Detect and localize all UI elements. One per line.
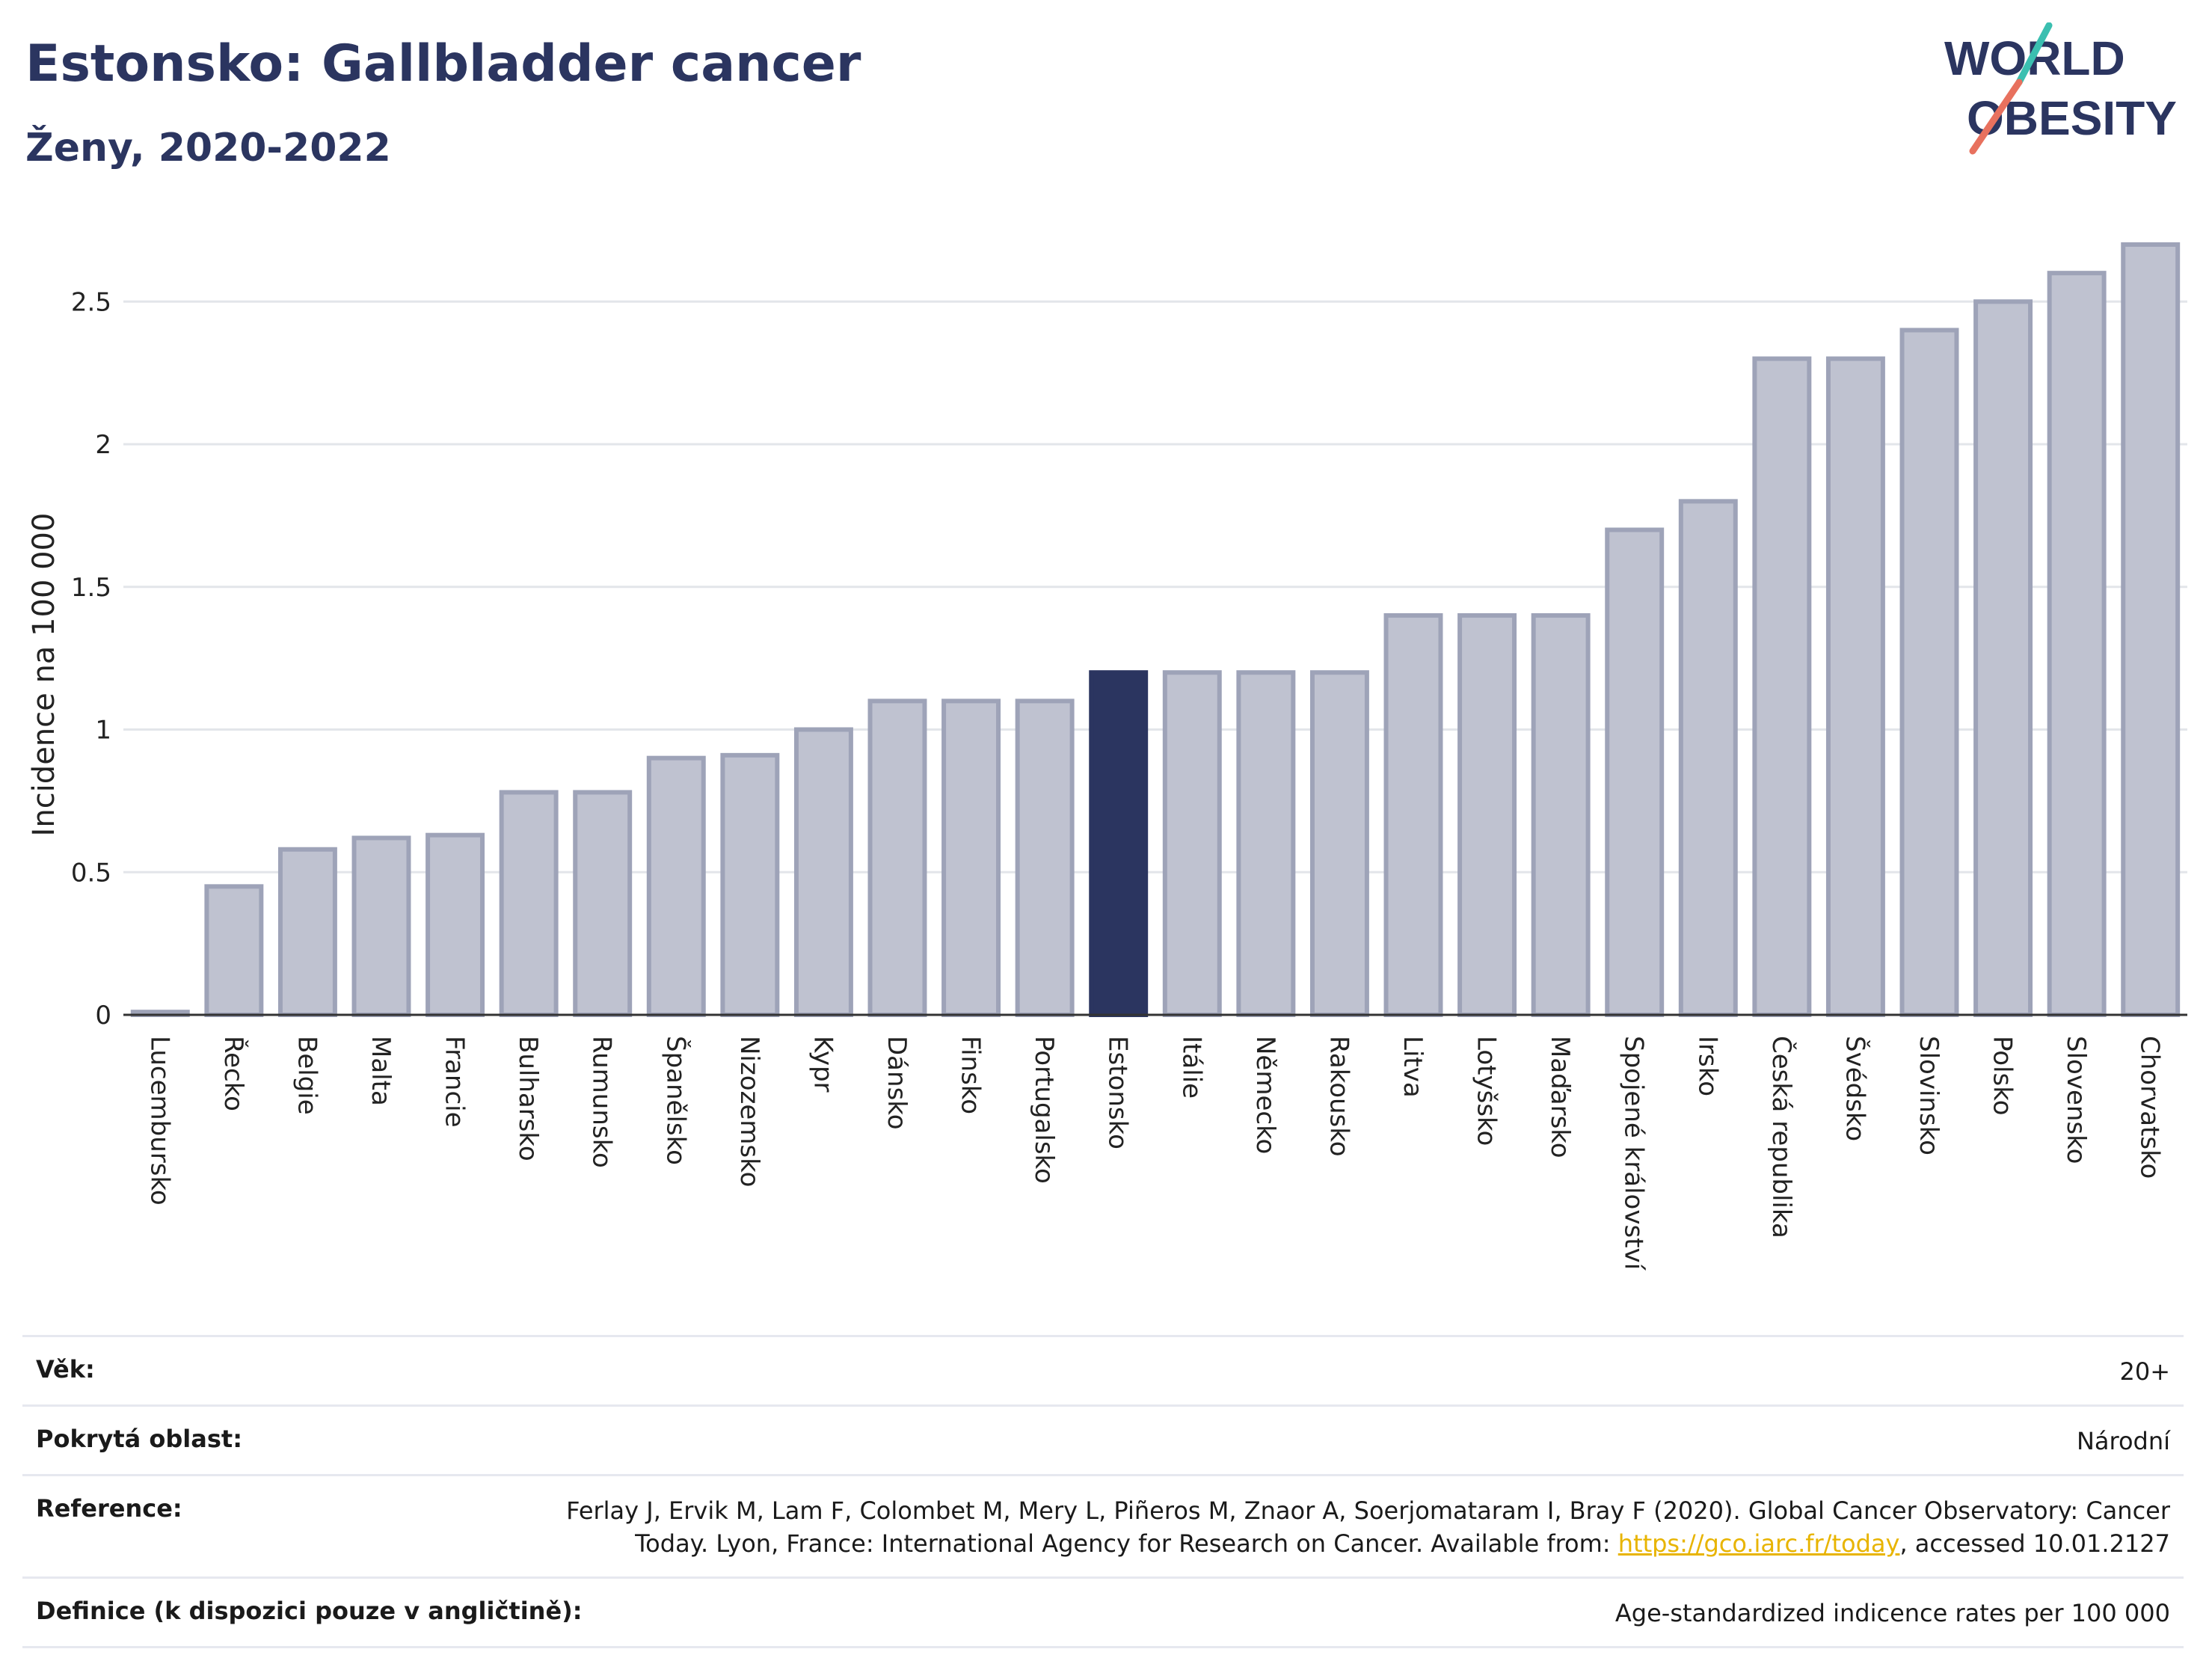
x-tick-label: Švédsko bbox=[1840, 1036, 1870, 1141]
x-tick-label: Slovensko bbox=[2061, 1036, 2091, 1164]
bar-malta bbox=[351, 835, 411, 1017]
reference-text-2: Today. Lyon, France: International Agenc… bbox=[635, 1529, 1618, 1558]
bar-irsko bbox=[1678, 499, 1738, 1017]
x-tick-label: Litva bbox=[1398, 1036, 1428, 1098]
x-tick-label: Kypr bbox=[808, 1036, 838, 1093]
bar-francie bbox=[425, 832, 485, 1017]
bar-itálie bbox=[1162, 670, 1222, 1017]
bar-slovensko bbox=[2047, 271, 2107, 1018]
x-tick-label: Španělsko bbox=[660, 1036, 691, 1165]
area-row: Pokrytá oblast: Národní bbox=[22, 1404, 2184, 1474]
x-tick-label: Finsko bbox=[956, 1036, 986, 1114]
bar-lotyšsko bbox=[1457, 612, 1517, 1017]
bar-litva bbox=[1383, 612, 1443, 1017]
bar-bulharsko bbox=[499, 790, 559, 1017]
y-tick-label: 2 bbox=[95, 430, 111, 460]
reference-text-3: , accessed 10.01.2127 bbox=[1899, 1529, 2170, 1558]
x-tick-label: Polsko bbox=[1988, 1036, 2018, 1116]
age-label: Věk: bbox=[36, 1355, 95, 1384]
metadata-table: Věk: 20+ Pokrytá oblast: Národní Referen… bbox=[22, 1335, 2184, 1648]
bar-finsko bbox=[941, 698, 1001, 1017]
bar-polsko bbox=[1973, 299, 2033, 1017]
x-tick-label: Dánsko bbox=[882, 1036, 912, 1130]
x-tick-label: Řecko bbox=[218, 1036, 249, 1111]
bar-belgie bbox=[277, 847, 337, 1017]
x-tick-label: Itálie bbox=[1176, 1036, 1206, 1099]
bar-německo bbox=[1236, 670, 1296, 1017]
x-tick-label: Německo bbox=[1250, 1036, 1280, 1154]
definition-label: Definice (k dispozici pouze v angličtině… bbox=[36, 1597, 583, 1625]
x-tick-label: Spojené království bbox=[1619, 1036, 1649, 1271]
y-tick-label: 2.5 bbox=[71, 287, 111, 317]
bar-spojené-království bbox=[1605, 527, 1665, 1017]
x-tick-label: Lotyšsko bbox=[1472, 1036, 1502, 1146]
bar-estonsko bbox=[1089, 670, 1149, 1017]
x-tick-label: Česká republika bbox=[1766, 1036, 1797, 1238]
x-tick-label: Rakousko bbox=[1324, 1036, 1354, 1157]
x-tick-label: Francie bbox=[440, 1036, 470, 1128]
x-tick-label: Slovinsko bbox=[1914, 1036, 1944, 1155]
x-tick-label: Bulharsko bbox=[513, 1036, 543, 1161]
age-row: Věk: 20+ bbox=[22, 1335, 2184, 1404]
reference-row: Reference: Ferlay J, Ervik M, Lam F, Col… bbox=[22, 1474, 2184, 1576]
reference-text-1: Ferlay J, Ervik M, Lam F, Colombet M, Me… bbox=[566, 1496, 2170, 1525]
bar-švédsko bbox=[1825, 356, 1885, 1017]
x-tick-label: Chorvatsko bbox=[2135, 1036, 2165, 1179]
x-tick-label: Belgie bbox=[292, 1036, 322, 1115]
reference-link[interactable]: https://gco.iarc.fr/today bbox=[1617, 1529, 1900, 1558]
x-tick-label: Malta bbox=[366, 1036, 396, 1106]
x-tick-label: Rumunsko bbox=[587, 1036, 617, 1168]
world-obesity-logo: WORLD OBESITY bbox=[1944, 22, 2177, 155]
y-tick-label: 1.5 bbox=[71, 573, 111, 603]
definition-value: Age-standardized indicence rates per 100… bbox=[1615, 1599, 2170, 1627]
x-tick-label: Portugalsko bbox=[1029, 1036, 1059, 1184]
bar-řecko bbox=[204, 884, 264, 1018]
x-tick-label: Maďarsko bbox=[1545, 1036, 1575, 1158]
y-tick-label: 1 bbox=[95, 716, 111, 746]
bar-chart: 0 0.5 1 1.5 2 2.5 Incidence na 100 000 Lucembur… bbox=[27, 242, 2187, 1271]
bar-portugalsko bbox=[1015, 698, 1075, 1017]
bar-nizozemsko bbox=[720, 752, 780, 1018]
bar-maďarsko bbox=[1531, 612, 1591, 1017]
bar-kypr bbox=[793, 727, 853, 1017]
area-value: Národní bbox=[2076, 1427, 2170, 1455]
reference-value: Ferlay J, Ervik M, Lam F, Colombet M, Me… bbox=[566, 1494, 2170, 1560]
y-axis-label: Incidence na 100 000 bbox=[27, 513, 61, 837]
bar-rakousko bbox=[1309, 670, 1369, 1017]
x-tick-label: Nizozemsko bbox=[734, 1036, 764, 1187]
chart-subtitle: Ženy, 2020-2022 bbox=[25, 126, 391, 171]
bar-španělsko bbox=[646, 755, 706, 1018]
x-tick-label: Irsko bbox=[1692, 1036, 1722, 1096]
area-label: Pokrytá oblast: bbox=[36, 1425, 242, 1453]
y-tick-label: 0 bbox=[95, 1001, 111, 1031]
bar-slovinsko bbox=[1899, 328, 1959, 1017]
x-tick-label: Estonsko bbox=[1103, 1036, 1133, 1149]
chart-title: Estonsko: Gallbladder cancer bbox=[25, 34, 861, 93]
definition-row: Definice (k dispozici pouze v angličtině… bbox=[22, 1576, 2184, 1648]
bar-dánsko bbox=[867, 698, 927, 1017]
age-value: 20+ bbox=[2119, 1357, 2170, 1386]
bar-česká-republika bbox=[1752, 356, 1812, 1017]
y-tick-label: 0.5 bbox=[71, 858, 111, 888]
reference-label: Reference: bbox=[36, 1494, 182, 1523]
bar-rumunsko bbox=[573, 790, 633, 1017]
svg-text:OBESITY: OBESITY bbox=[1967, 91, 2177, 145]
x-tick-label: Lucembursko bbox=[144, 1036, 174, 1206]
bar-chorvatsko bbox=[2121, 242, 2181, 1017]
